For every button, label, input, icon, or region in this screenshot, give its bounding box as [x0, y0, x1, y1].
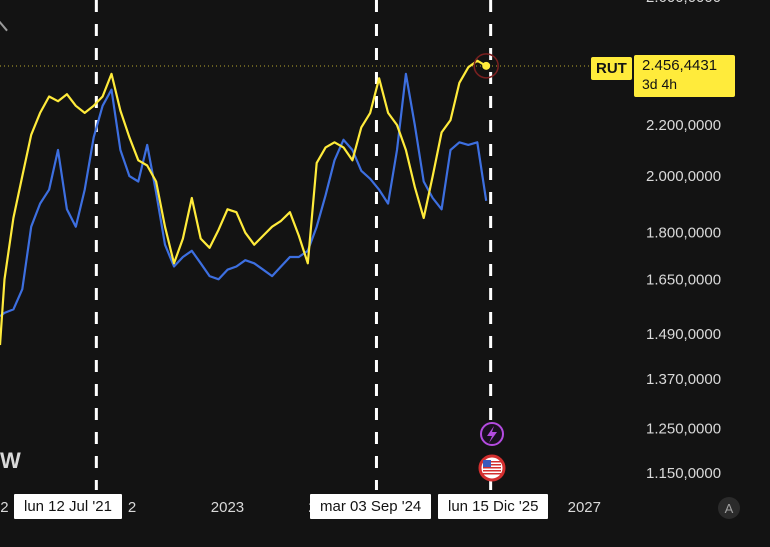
- date-pill-label: lun 12 Jul '21: [24, 498, 112, 515]
- x-tick-label-partial: 2: [128, 499, 136, 516]
- flag-stripe: [483, 473, 501, 475]
- flag-stripe: [483, 467, 501, 469]
- x-tick-label-partial: 2: [0, 499, 8, 516]
- flag-canton: [483, 460, 491, 467]
- flag-stripe: [483, 464, 501, 466]
- lightning-glyph: [487, 426, 497, 443]
- symbol-label: RUT: [596, 60, 627, 77]
- date-pill-label: lun 15 Dic '25: [448, 498, 539, 515]
- y-tick-label: 1.150,0000: [646, 465, 721, 482]
- y-tick-label: 1.370,0000: [646, 371, 721, 388]
- series-lines: [0, 53, 499, 346]
- watermark-letter: W: [0, 448, 21, 473]
- auto-scale-label: A: [724, 500, 734, 516]
- bar-countdown: 3d 4h: [642, 76, 678, 92]
- flag-stripe: [483, 470, 501, 472]
- date-pill-1: lun 12 Jul '21: [14, 494, 122, 519]
- date-marker-lines: [94, 0, 493, 490]
- y-tick-label: 1.490,0000: [646, 326, 721, 343]
- date-pill-2: mar 03 Sep '24: [310, 494, 432, 519]
- flag-stripe: [483, 461, 501, 463]
- last-point-halo: [473, 53, 499, 79]
- y-axis[interactable]: 2.200,0000 2.000,0000 1.800,0000 1.650,0000…: [646, 0, 721, 482]
- last-price-box: 2.456,4431 3d 4h: [634, 55, 735, 97]
- y-tick-label: 1.650,0000: [646, 271, 721, 288]
- y-tick-label: 1.800,0000: [646, 225, 721, 242]
- series-line-rut: [0, 59, 487, 346]
- auto-scale-button[interactable]: A: [718, 497, 740, 519]
- series-line-comparison: [0, 72, 488, 318]
- event-icons: [478, 422, 506, 482]
- last-price-value: 2.456,4431: [642, 57, 718, 74]
- y-tick-label: 1.250,0000: [646, 420, 721, 437]
- date-pill-label: mar 03 Sep '24: [320, 498, 422, 515]
- y-tick-label: 2.000,0000: [646, 168, 721, 185]
- watermark-fragment: W: [0, 448, 21, 474]
- last-point-dot: [482, 61, 491, 70]
- date-pill-3: lun 15 Dic '25: [438, 494, 549, 519]
- symbol-badge: RUT: [591, 57, 632, 80]
- y-tick-label: 2.200,0000: [646, 117, 721, 134]
- x-tick-label: 2027: [568, 499, 601, 516]
- x-tick-label: 2023: [211, 499, 244, 516]
- y-tick-label-partial: 2.600,0000: [646, 0, 721, 6]
